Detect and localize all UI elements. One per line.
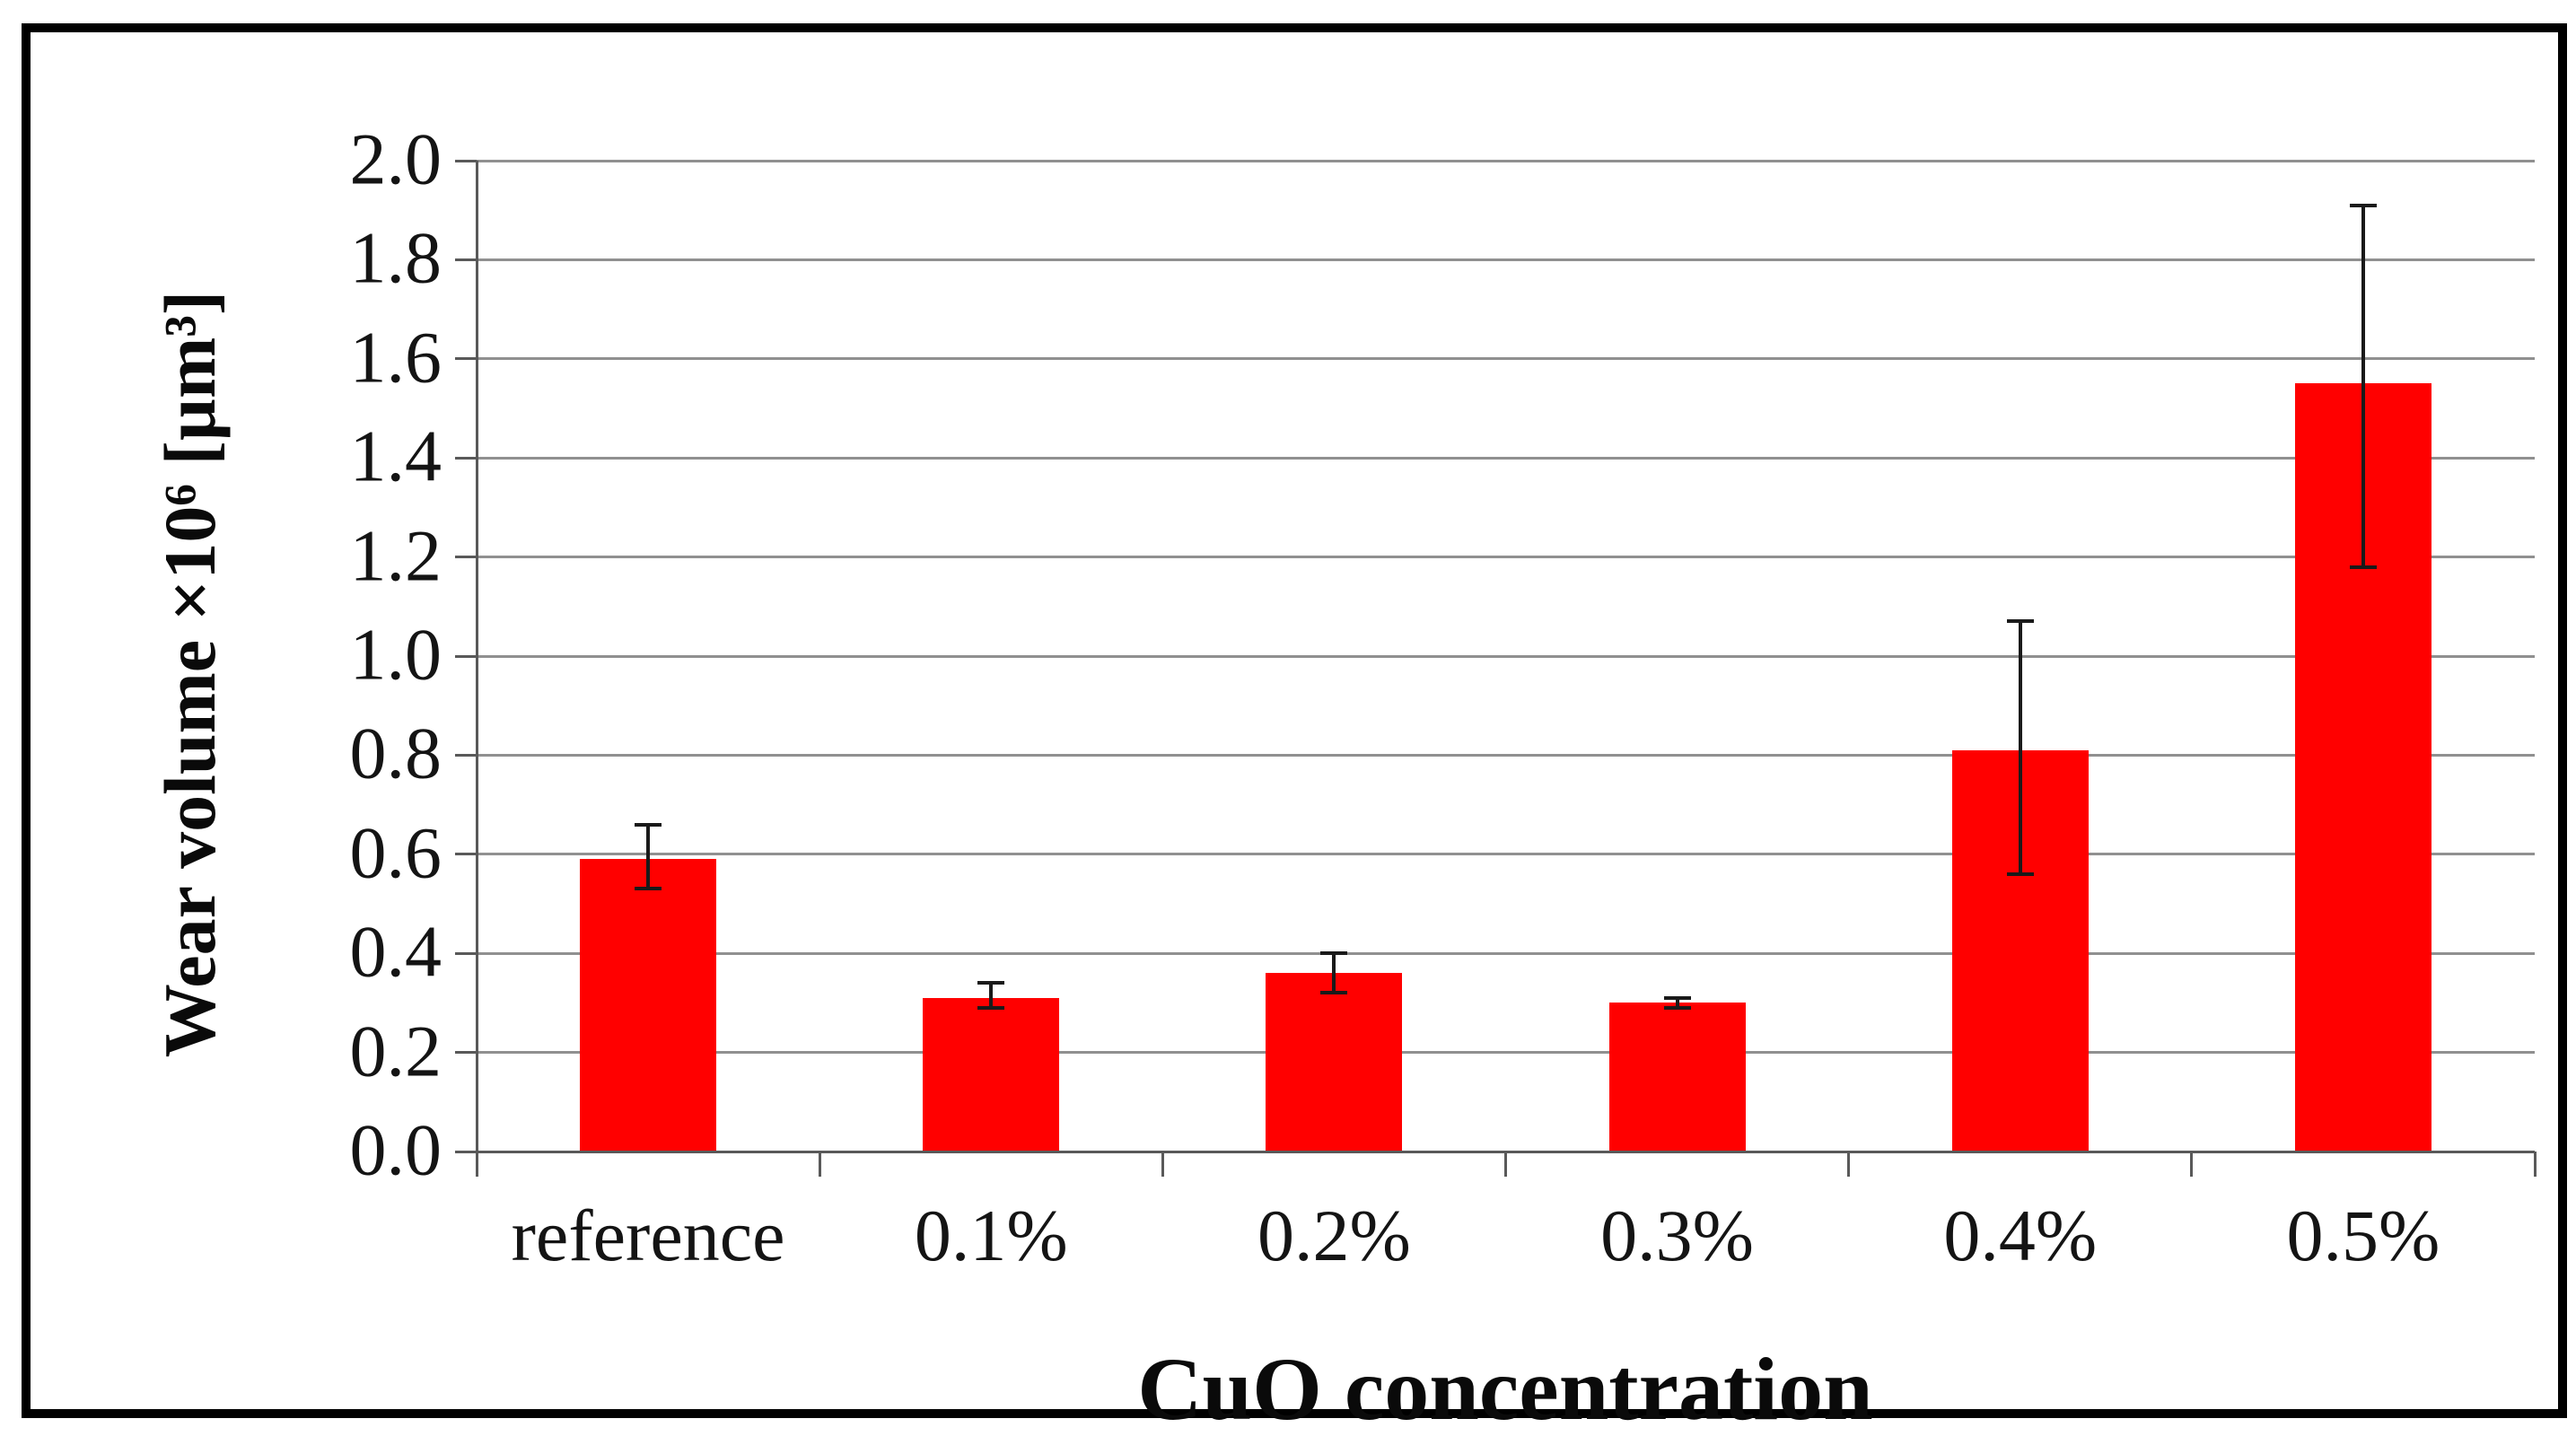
x-category-label: 0.5% [2286,1195,2440,1276]
y-tick-mark [455,357,477,361]
error-bar-cap-top [635,822,662,827]
error-bar-cap-top [2349,203,2377,207]
x-tick-mark [1504,1152,1507,1177]
error-bar-cap-bottom [2006,871,2034,876]
error-bar-line [646,824,651,889]
y-tick-mark [455,1150,477,1153]
bar-01 [923,997,1060,1152]
y-tick-mark [455,753,477,757]
x-tick-mark [475,1152,478,1177]
y-tick-label: 0.6 [349,811,442,894]
x-tick-mark [818,1152,821,1177]
x-category-label: 0.2% [1257,1195,1411,1276]
gridline [477,456,2535,460]
error-bar-cap-bottom [977,1005,1005,1010]
x-tick-mark [1161,1152,1164,1177]
bar-03 [1608,1003,1746,1152]
x-tick-mark [1847,1152,1851,1177]
error-bar-line [2361,205,2365,567]
gridline [477,853,2535,856]
y-axis-line [475,161,478,1154]
y-tick-label: 1.4 [349,415,442,497]
x-category-label: 0.1% [914,1195,1068,1276]
y-tick-label: 1.2 [349,513,442,596]
y-tick-label: 0.4 [349,910,442,993]
x-axis-title: CuO concentration [1137,1339,1873,1439]
error-bar-cap-top [977,981,1005,985]
y-tick-label: 2.0 [349,118,442,200]
gridline [477,654,2535,658]
y-tick-mark [455,258,477,261]
y-tick-mark [455,556,477,559]
x-category-label: 0.4% [1943,1195,2098,1276]
y-tick-label: 0.0 [349,1108,442,1191]
y-tick-mark [455,159,477,162]
y-tick-label: 0.8 [349,712,442,794]
error-bar-cap-top [1320,951,1348,956]
x-tick-mark [2533,1152,2537,1177]
y-tick-mark [455,951,477,955]
y-tick-mark [455,1051,477,1055]
gridline [477,753,2535,757]
y-tick-label: 1.8 [349,216,442,299]
bar-reference [580,859,717,1152]
bar-02 [1266,973,1403,1152]
error-bar-cap-bottom [2349,565,2377,569]
x-axis-line [477,1150,2535,1153]
y-tick-mark [455,456,477,460]
y-tick-mark [455,853,477,856]
gridline [477,556,2535,559]
gridline [477,159,2535,162]
error-bar-cap-bottom [635,887,662,891]
gridline [477,1051,2535,1055]
error-bar-line [989,983,994,1008]
error-bar-line [1675,997,1679,1008]
gridline [477,951,2535,955]
y-tick-mark [455,654,477,658]
y-tick-label: 0.2 [349,1009,442,1091]
x-category-label: reference [511,1195,785,1276]
error-bar-line [2018,621,2022,874]
x-tick-mark [2190,1152,2194,1177]
error-bar-cap-bottom [1320,991,1348,995]
error-bar-line [1332,953,1336,994]
gridline [477,258,2535,261]
x-category-label: 0.3% [1600,1195,1754,1276]
error-bar-cap-top [1663,995,1691,1000]
error-bar-cap-top [2006,619,2034,624]
y-tick-label: 1.0 [349,613,442,696]
y-tick-label: 1.6 [349,316,442,398]
error-bar-cap-bottom [1663,1005,1691,1010]
figure-border-frame: Wear volume ×10⁶ [µm³] CuO concentration… [22,23,2567,1434]
gridline [477,357,2535,361]
